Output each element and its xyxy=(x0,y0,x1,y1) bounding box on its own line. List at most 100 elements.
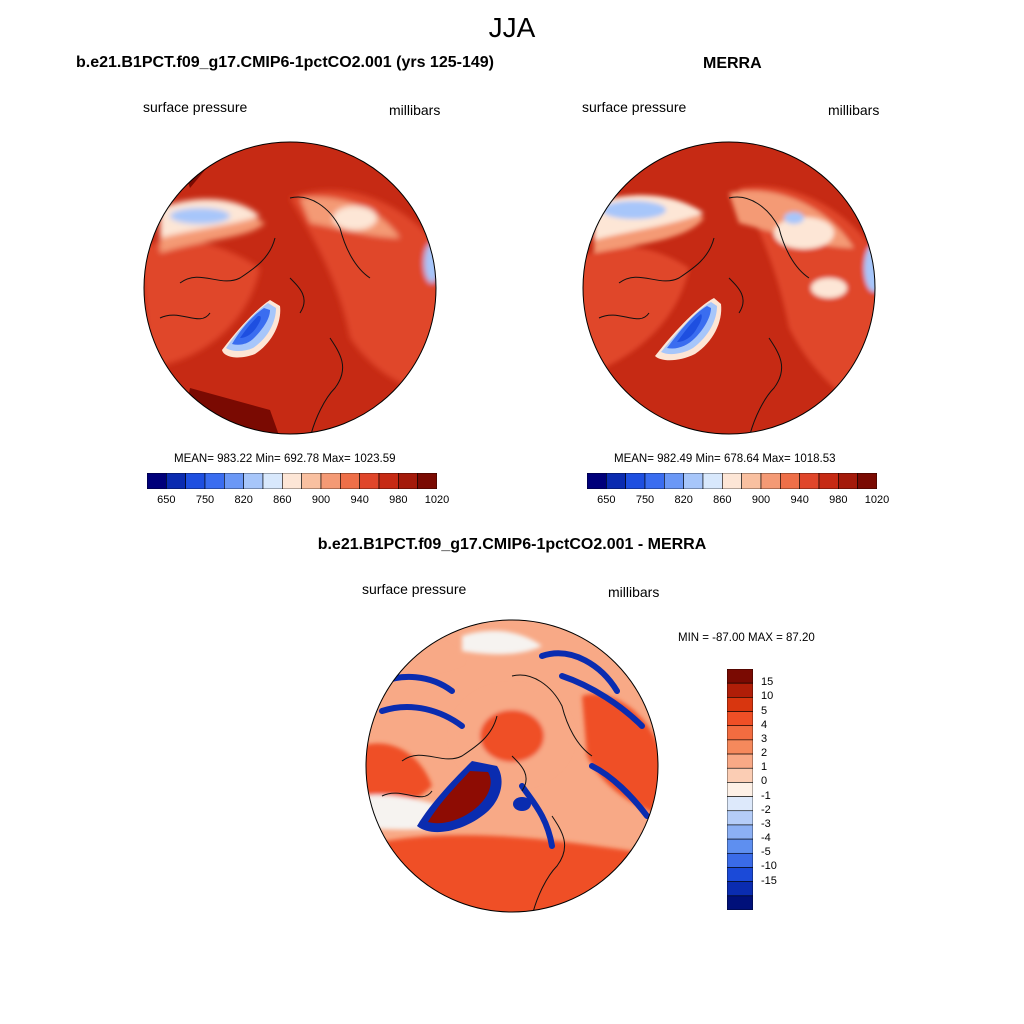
colorbar-swatch xyxy=(587,473,607,489)
colorbar-swatch xyxy=(625,473,646,489)
light-blue-region xyxy=(784,212,804,224)
colorbar-tick-label: -3 xyxy=(761,817,771,830)
map-border xyxy=(582,141,876,435)
polar-map-obs xyxy=(582,141,876,435)
colorbar-tick-label: 15 xyxy=(761,676,774,689)
colorbar-tick-label: 860 xyxy=(273,494,292,506)
colorbar-tick-label: -2 xyxy=(761,803,771,816)
stats-text-obs: MEAN= 982.49 Min= 678.64 Max= 1018.53 xyxy=(614,453,836,465)
colorbar-model xyxy=(147,473,437,489)
colorbar-tick-label: 940 xyxy=(790,494,809,506)
colorbar-swatch xyxy=(818,473,839,489)
colorbar-swatch xyxy=(166,473,186,489)
difference-positive-region xyxy=(480,710,544,762)
colorbar-tick-label: 4 xyxy=(761,718,768,731)
colorbar-swatch xyxy=(320,473,341,489)
colorbar-swatch xyxy=(727,867,753,882)
light-blue-region xyxy=(170,208,230,224)
colorbar-obs xyxy=(587,473,877,489)
coastline xyxy=(598,196,810,434)
colorbar-swatch xyxy=(727,782,753,797)
colorbar-swatch xyxy=(702,473,723,489)
colorbar-swatch xyxy=(417,473,437,489)
colorbar-tick-label: 5 xyxy=(761,704,768,717)
pale-region xyxy=(811,278,847,298)
colorbar-swatch xyxy=(606,473,626,489)
colorbar-swatch xyxy=(727,810,753,826)
greenland-difference-region xyxy=(428,771,491,824)
colorbar-swatch xyxy=(147,473,167,489)
colorbar-tick-label: 940 xyxy=(350,494,369,506)
colorbar-swatch xyxy=(224,473,244,489)
colorbar-swatch xyxy=(727,697,753,712)
colorbar-tick-label: -15 xyxy=(761,874,777,887)
colorbar-tick-label: 900 xyxy=(751,494,771,506)
colorbar-swatch xyxy=(727,824,753,840)
units-label-diff: millibars xyxy=(608,584,660,600)
colorbar-swatch xyxy=(727,739,753,755)
colorbar-tick-label: 1020 xyxy=(864,494,890,506)
panel-title-model: b.e21.B1PCT.f09_g17.CMIP6-1pctCO2.001 (y… xyxy=(76,54,494,71)
colorbar-tick-label: 2 xyxy=(761,747,768,760)
units-label-model: millibars xyxy=(389,102,441,118)
colorbar-tick-label: 900 xyxy=(311,494,331,506)
page-title: JJA xyxy=(488,12,536,43)
colorbar-tick-label: 3 xyxy=(761,732,768,745)
colorbar-tick-label: -4 xyxy=(761,832,771,845)
colorbar-tick-label: -5 xyxy=(761,846,771,859)
colorbar-swatch xyxy=(760,473,781,489)
orange-field-region xyxy=(144,239,260,368)
colorbar-swatch xyxy=(727,725,753,741)
difference-white-region xyxy=(462,630,542,655)
orange-field-region xyxy=(583,247,689,378)
polar-map-diff xyxy=(365,619,659,913)
colorbar-tick-label: -10 xyxy=(761,860,777,873)
colorbar-swatch xyxy=(301,473,322,489)
greenland-ice-region xyxy=(240,316,261,338)
polar-map-model xyxy=(143,141,437,435)
colorbar-swatch xyxy=(727,852,753,868)
colorbar-tick-label: 980 xyxy=(829,494,848,506)
coastline xyxy=(159,196,371,434)
colorbar-tick-label: 0 xyxy=(761,775,768,788)
orange-field-region xyxy=(290,190,436,398)
pale-region xyxy=(774,217,834,249)
colorbar-swatch xyxy=(282,473,302,489)
colorbar-swatch xyxy=(857,473,877,489)
colorbar-diff xyxy=(727,669,753,910)
stats-text-diff: MIN = -87.00 MAX = 87.20 xyxy=(678,632,815,644)
colorbar-tick-label: 1 xyxy=(761,761,768,774)
difference-negative-region xyxy=(513,797,531,811)
colorbar-tick-label: 1020 xyxy=(424,494,450,506)
colorbar-swatch xyxy=(644,473,665,489)
stats-text-model: MEAN= 983.22 Min= 692.78 Max= 1023.59 xyxy=(174,453,396,465)
difference-negative-region xyxy=(369,650,650,849)
colorbar-swatch xyxy=(664,473,684,489)
variable-label-model: surface pressure xyxy=(143,99,248,115)
colorbar-tick-label: 980 xyxy=(389,494,408,506)
colorbar-swatch xyxy=(741,473,762,489)
colorbar-tick-label: -1 xyxy=(761,789,771,802)
colorbar-swatch xyxy=(340,473,360,489)
colorbar-tick-label: 860 xyxy=(713,494,732,506)
colorbar-tick-label: 650 xyxy=(157,494,176,506)
panel-title-obs: MERRA xyxy=(703,55,762,72)
colorbar-swatch xyxy=(838,473,858,489)
colorbar-tick-label: 750 xyxy=(635,494,655,506)
colorbar-tick-label: 10 xyxy=(761,690,774,703)
colorbar-tick-label: 650 xyxy=(597,494,616,506)
colorbar-swatch xyxy=(727,767,753,783)
colorbar-swatch xyxy=(243,473,264,489)
pale-region xyxy=(333,206,377,230)
colorbar-swatch xyxy=(727,838,753,854)
map-border xyxy=(143,141,437,435)
coastline xyxy=(381,674,593,912)
colorbar-swatch xyxy=(727,711,753,727)
colorbar-swatch xyxy=(780,473,800,489)
variable-label-diff: surface pressure xyxy=(362,581,467,597)
colorbar-tick-label: 750 xyxy=(195,494,215,506)
colorbar-swatch xyxy=(378,473,399,489)
light-blue-region xyxy=(424,243,436,283)
variable-label-obs: surface pressure xyxy=(582,99,687,115)
colorbar-swatch xyxy=(359,473,380,489)
